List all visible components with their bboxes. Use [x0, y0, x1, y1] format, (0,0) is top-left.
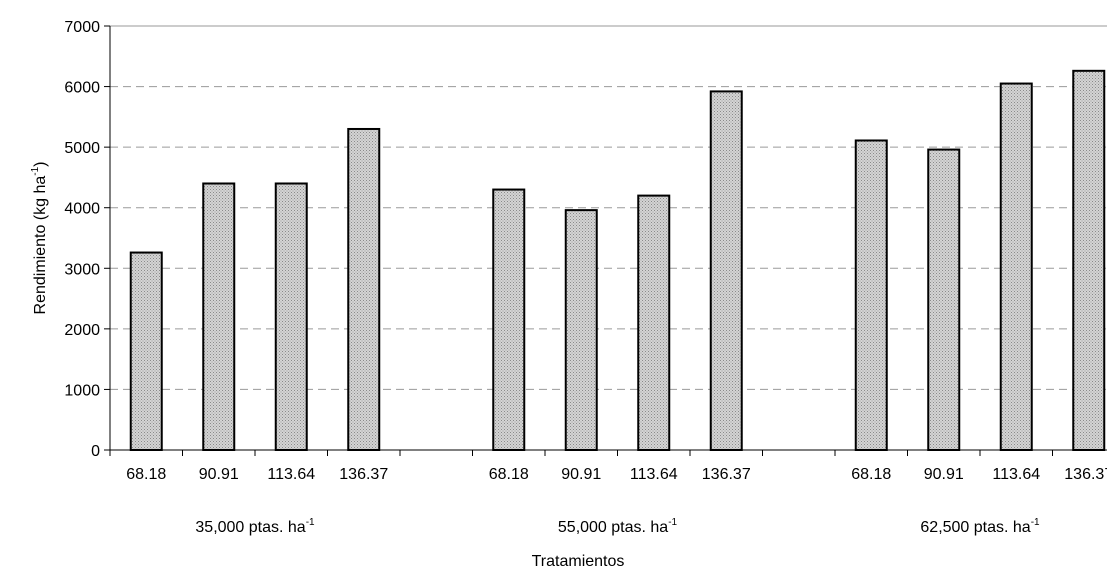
bar — [202, 182, 236, 451]
x-axis-title: Tratamientos — [532, 553, 625, 570]
bar — [927, 148, 961, 452]
x-tick-label: 90.91 — [924, 466, 964, 483]
labels: 0 1000 2000 3000 4000 5000 6000 7000 68.18 90.91 1… — [30, 19, 1107, 570]
y-tick-label: 1000 — [64, 382, 100, 399]
x-tick-label: 90.91 — [561, 466, 601, 483]
x-tick-label: 90.91 — [199, 466, 239, 483]
bar — [129, 251, 163, 451]
group-label: 62,500 ptas. ha-1 — [920, 517, 1040, 536]
x-tick-label: 113.64 — [630, 466, 678, 483]
y-axis-title: Rendimiento (kg ha-1) — [30, 162, 49, 315]
y-tick-label: 0 — [91, 443, 100, 460]
x-tick-label: 68.18 — [126, 466, 166, 483]
axes — [104, 25, 1107, 456]
x-tick-label: 68.18 — [851, 466, 891, 483]
group-label: 55,000 ptas. ha-1 — [558, 517, 678, 536]
bar — [854, 139, 888, 451]
x-tick-label: 68.18 — [489, 466, 529, 483]
gridlines — [110, 25, 1107, 390]
x-tick-label: 136.37 — [702, 466, 751, 483]
x-tick-label: 136.37 — [1064, 466, 1107, 483]
bar — [492, 188, 526, 452]
x-tick-label: 136.37 — [339, 466, 388, 483]
bar — [564, 209, 598, 451]
bar — [347, 127, 381, 451]
x-tick-label: 113.64 — [267, 466, 315, 483]
y-tick-label: 7000 — [64, 19, 100, 36]
bar — [1072, 69, 1106, 452]
x-tick-label: 113.64 — [992, 466, 1040, 483]
bar — [709, 90, 743, 451]
y-tick-label: 6000 — [64, 80, 100, 97]
bar — [999, 82, 1033, 452]
bars — [129, 69, 1106, 452]
y-tick-label: 3000 — [64, 261, 100, 278]
bar — [637, 194, 671, 451]
bar — [274, 182, 308, 451]
y-tick-label: 2000 — [64, 322, 100, 339]
y-tick-label: 4000 — [64, 201, 100, 218]
y-tick-label: 5000 — [64, 140, 100, 157]
group-label: 35,000 ptas. ha-1 — [195, 517, 315, 536]
